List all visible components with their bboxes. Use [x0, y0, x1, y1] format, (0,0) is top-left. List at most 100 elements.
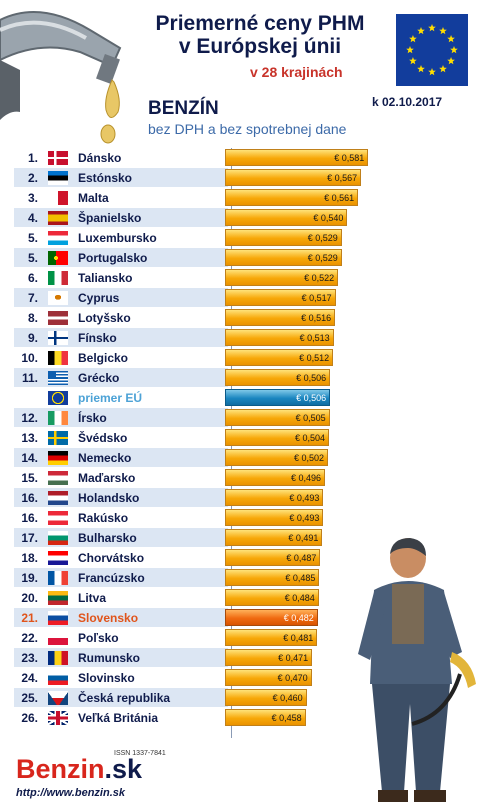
rank-label: 16.: [21, 511, 38, 525]
flag-lt-icon: [48, 591, 68, 605]
fuel-nozzle-icon: [0, 11, 122, 144]
benzin-logo[interactable]: Benzin.sk: [16, 754, 142, 784]
row-background: [14, 408, 228, 427]
price-bar: [225, 209, 348, 226]
price-value-label: € 0,529: [307, 253, 338, 263]
flag-bg-icon: [48, 531, 68, 545]
rank-label: 2.: [27, 171, 38, 185]
price-bar: [225, 549, 321, 566]
price-bar: [225, 309, 336, 326]
rank-label: 26.: [21, 711, 38, 725]
rank-label: 19.: [21, 571, 38, 585]
website-link[interactable]: http://www.benzin.sk: [16, 787, 125, 799]
country-label: Holandsko: [78, 491, 140, 505]
eu-star-icon: [406, 46, 414, 54]
rank-label: 23.: [21, 651, 38, 665]
flag-it-icon: [48, 271, 68, 285]
flag-lu-icon: [48, 231, 68, 245]
price-bar: [225, 689, 307, 706]
gas-station-worker-illustration: [358, 538, 476, 802]
price-value-label: € 0,460: [272, 693, 303, 703]
country-label: Rakúsko: [78, 511, 129, 525]
price-value-label: € 0,506: [296, 393, 327, 403]
country-label: priemer EÚ: [78, 391, 143, 405]
eu-star-icon: [428, 68, 436, 76]
flag-dk-icon: [48, 151, 68, 165]
price-bar: [225, 589, 319, 606]
price-bar: [225, 709, 306, 726]
country-label: Cyprus: [78, 291, 120, 305]
eu-flag-icon: [396, 14, 468, 86]
country-label: Litva: [78, 591, 107, 605]
logo-main-text: Benzin: [16, 754, 105, 784]
rank-label: 4.: [27, 211, 38, 225]
eu-star-icon: [439, 26, 447, 35]
flag-fi-icon: [48, 331, 68, 345]
flag-sk-icon: [48, 611, 68, 625]
eu-star-icon: [447, 35, 455, 43]
country-label: Maďarsko: [78, 471, 136, 485]
price-bar: [225, 649, 313, 666]
rank-label: 1.: [27, 151, 38, 165]
flag-de-icon: [48, 451, 68, 465]
country-label: Grécko: [78, 371, 120, 385]
price-value-label: € 0,506: [296, 373, 327, 383]
title-line-1: Priemerné ceny PHM: [155, 12, 365, 35]
price-value-label: € 0,512: [299, 353, 330, 363]
flag-cz-icon: [48, 691, 68, 705]
fuel-type-label: BENZÍN: [148, 98, 219, 119]
country-label: Portugalsko: [78, 251, 148, 265]
flag-lv-icon: [48, 311, 68, 325]
eu-star-icon: [409, 57, 417, 65]
price-value-label: € 0,504: [294, 433, 325, 443]
price-value-label: € 0,482: [283, 613, 314, 623]
flag-gb-icon: [48, 711, 68, 725]
issn-label: ISSN 1337-7841: [114, 750, 166, 757]
rank-label: 24.: [21, 671, 38, 685]
flag-si-icon: [48, 671, 68, 685]
eu-star-icon: [409, 35, 417, 43]
price-value-label: € 0,493: [289, 493, 320, 503]
flag-nl-icon: [48, 491, 68, 505]
price-value-label: € 0,567: [327, 173, 358, 183]
country-label: Taliansko: [78, 271, 133, 285]
price-bar: [225, 669, 312, 686]
rank-label: 20.: [21, 591, 38, 605]
country-label: Slovinsko: [78, 671, 135, 685]
price-value-label: € 0,517: [301, 293, 332, 303]
rank-label: 16.: [21, 491, 38, 505]
price-value-label: € 0,458: [271, 713, 302, 723]
eu-star-icon: [417, 26, 425, 35]
price-bar: [225, 409, 330, 426]
country-label: Španielsko: [78, 211, 142, 225]
country-label: Nemecko: [78, 451, 132, 465]
country-label: Dánsko: [78, 151, 122, 165]
flag-ro-icon: [48, 651, 68, 665]
rank-label: 25.: [21, 691, 38, 705]
price-value-label: € 0,496: [290, 473, 321, 483]
rank-label: 18.: [21, 551, 38, 565]
rank-label: 7.: [27, 291, 38, 305]
country-label: Rumunsko: [78, 651, 141, 665]
rank-label: 12.: [21, 411, 38, 425]
price-value-label: € 0,491: [288, 533, 319, 543]
date-label: k 02.10.2017: [372, 95, 443, 109]
country-label: Švédsko: [78, 431, 128, 445]
flag-es-icon: [48, 211, 68, 225]
country-label: Chorvátsko: [78, 551, 145, 565]
price-bar: [225, 389, 331, 406]
country-label: Írsko: [78, 411, 107, 425]
flag-ee-icon: [48, 171, 68, 185]
price-value-label: € 0,485: [285, 573, 316, 583]
flag-pl-icon: [48, 631, 68, 645]
country-label: Luxembursko: [78, 231, 157, 245]
price-bar: [225, 149, 369, 166]
flag-at-icon: [48, 511, 68, 525]
price-bar: [225, 469, 325, 486]
price-bar: [225, 269, 339, 286]
eu-star-icon: [447, 57, 455, 65]
flag-hu-icon: [48, 471, 68, 485]
price-value-label: € 0,529: [307, 233, 338, 243]
price-bar: [225, 329, 334, 346]
row-background: [14, 368, 228, 387]
